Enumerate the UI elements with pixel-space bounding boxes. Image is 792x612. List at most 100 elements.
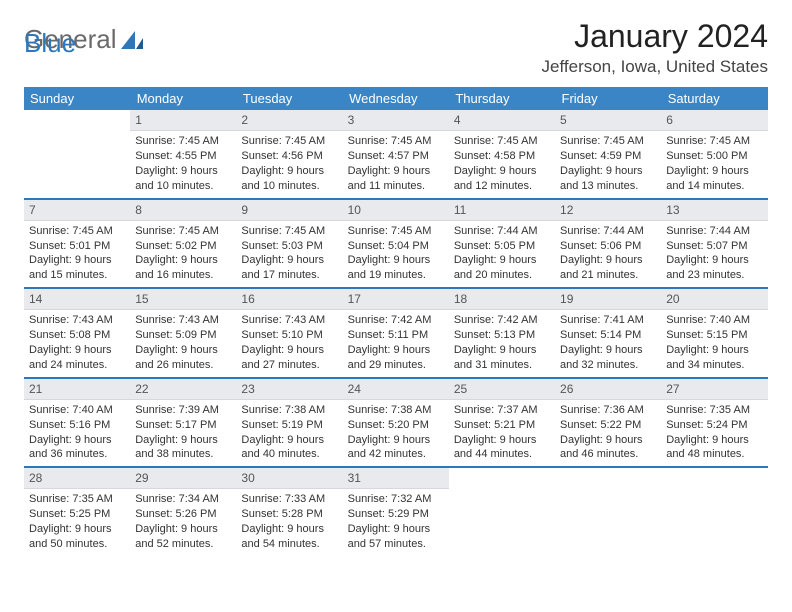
daylight-line: Daylight: 9 hours and 36 minutes. (29, 433, 125, 463)
day-number: 13 (661, 200, 767, 221)
calendar-cell: 8Sunrise: 7:45 AMSunset: 5:02 PMDaylight… (130, 199, 236, 289)
day-number: 25 (449, 379, 555, 400)
sunset-line: Sunset: 5:20 PM (348, 418, 444, 433)
day-content: Sunrise: 7:34 AMSunset: 5:26 PMDaylight:… (130, 489, 236, 555)
calendar-row: 21Sunrise: 7:40 AMSunset: 5:16 PMDayligh… (24, 378, 768, 468)
sunrise-line: Sunrise: 7:45 AM (135, 134, 231, 149)
day-content: Sunrise: 7:41 AMSunset: 5:14 PMDaylight:… (555, 310, 661, 376)
calendar-cell: 21Sunrise: 7:40 AMSunset: 5:16 PMDayligh… (24, 378, 130, 468)
calendar-cell: 1Sunrise: 7:45 AMSunset: 4:55 PMDaylight… (130, 110, 236, 199)
day-number: 2 (236, 110, 342, 131)
calendar-cell: 23Sunrise: 7:38 AMSunset: 5:19 PMDayligh… (236, 378, 342, 468)
day-content: Sunrise: 7:38 AMSunset: 5:20 PMDaylight:… (343, 400, 449, 466)
daylight-line: Daylight: 9 hours and 29 minutes. (348, 343, 444, 373)
sunset-line: Sunset: 5:00 PM (666, 149, 762, 164)
sunrise-line: Sunrise: 7:45 AM (348, 224, 444, 239)
calendar-cell: 19Sunrise: 7:41 AMSunset: 5:14 PMDayligh… (555, 288, 661, 378)
day-number: 10 (343, 200, 449, 221)
daylight-line: Daylight: 9 hours and 15 minutes. (29, 253, 125, 283)
day-number: 12 (555, 200, 661, 221)
calendar-cell: 27Sunrise: 7:35 AMSunset: 5:24 PMDayligh… (661, 378, 767, 468)
calendar-cell-empty (24, 110, 130, 199)
weekday-row: SundayMondayTuesdayWednesdayThursdayFrid… (24, 87, 768, 110)
brand-sail-icon (119, 29, 145, 51)
sunset-line: Sunset: 5:26 PM (135, 507, 231, 522)
brand-word2: Blue (24, 28, 76, 58)
sunset-line: Sunset: 4:58 PM (454, 149, 550, 164)
day-number: 29 (130, 468, 236, 489)
day-number: 22 (130, 379, 236, 400)
sunrise-line: Sunrise: 7:45 AM (666, 134, 762, 149)
sunrise-line: Sunrise: 7:45 AM (241, 134, 337, 149)
sunrise-line: Sunrise: 7:33 AM (241, 492, 337, 507)
day-content: Sunrise: 7:38 AMSunset: 5:19 PMDaylight:… (236, 400, 342, 466)
sunset-line: Sunset: 5:09 PM (135, 328, 231, 343)
sunrise-line: Sunrise: 7:44 AM (666, 224, 762, 239)
sunrise-line: Sunrise: 7:32 AM (348, 492, 444, 507)
sunset-line: Sunset: 5:06 PM (560, 239, 656, 254)
sunset-line: Sunset: 4:59 PM (560, 149, 656, 164)
sunrise-line: Sunrise: 7:42 AM (454, 313, 550, 328)
sunrise-line: Sunrise: 7:45 AM (29, 224, 125, 239)
sunset-line: Sunset: 5:05 PM (454, 239, 550, 254)
daylight-line: Daylight: 9 hours and 46 minutes. (560, 433, 656, 463)
weekday-header: Sunday (24, 87, 130, 110)
day-number: 16 (236, 289, 342, 310)
calendar-body: 1Sunrise: 7:45 AMSunset: 4:55 PMDaylight… (24, 110, 768, 556)
day-content: Sunrise: 7:32 AMSunset: 5:29 PMDaylight:… (343, 489, 449, 555)
sunrise-line: Sunrise: 7:38 AM (241, 403, 337, 418)
daylight-line: Daylight: 9 hours and 13 minutes. (560, 164, 656, 194)
sunrise-line: Sunrise: 7:38 AM (348, 403, 444, 418)
daylight-line: Daylight: 9 hours and 10 minutes. (135, 164, 231, 194)
weekday-header: Saturday (661, 87, 767, 110)
calendar-cell: 16Sunrise: 7:43 AMSunset: 5:10 PMDayligh… (236, 288, 342, 378)
calendar-cell: 28Sunrise: 7:35 AMSunset: 5:25 PMDayligh… (24, 467, 130, 556)
sunrise-line: Sunrise: 7:45 AM (135, 224, 231, 239)
sunrise-line: Sunrise: 7:43 AM (135, 313, 231, 328)
sunrise-line: Sunrise: 7:44 AM (560, 224, 656, 239)
daylight-line: Daylight: 9 hours and 57 minutes. (348, 522, 444, 552)
day-number: 24 (343, 379, 449, 400)
day-number: 3 (343, 110, 449, 131)
calendar-cell: 7Sunrise: 7:45 AMSunset: 5:01 PMDaylight… (24, 199, 130, 289)
day-content: Sunrise: 7:36 AMSunset: 5:22 PMDaylight:… (555, 400, 661, 466)
day-number: 30 (236, 468, 342, 489)
location: Jefferson, Iowa, United States (542, 57, 768, 77)
sunset-line: Sunset: 5:01 PM (29, 239, 125, 254)
day-number: 27 (661, 379, 767, 400)
day-content: Sunrise: 7:45 AMSunset: 5:01 PMDaylight:… (24, 221, 130, 287)
day-content: Sunrise: 7:45 AMSunset: 4:59 PMDaylight:… (555, 131, 661, 197)
calendar-cell-empty (555, 467, 661, 556)
day-number: 19 (555, 289, 661, 310)
sunset-line: Sunset: 5:25 PM (29, 507, 125, 522)
sunrise-line: Sunrise: 7:42 AM (348, 313, 444, 328)
daylight-line: Daylight: 9 hours and 32 minutes. (560, 343, 656, 373)
sunset-line: Sunset: 5:02 PM (135, 239, 231, 254)
daylight-line: Daylight: 9 hours and 21 minutes. (560, 253, 656, 283)
day-content: Sunrise: 7:44 AMSunset: 5:07 PMDaylight:… (661, 221, 767, 287)
calendar-table: SundayMondayTuesdayWednesdayThursdayFrid… (24, 87, 768, 556)
day-content: Sunrise: 7:37 AMSunset: 5:21 PMDaylight:… (449, 400, 555, 466)
sunrise-line: Sunrise: 7:41 AM (560, 313, 656, 328)
calendar-row: 1Sunrise: 7:45 AMSunset: 4:55 PMDaylight… (24, 110, 768, 199)
day-content: Sunrise: 7:45 AMSunset: 4:57 PMDaylight:… (343, 131, 449, 197)
sunrise-line: Sunrise: 7:40 AM (666, 313, 762, 328)
day-content: Sunrise: 7:35 AMSunset: 5:25 PMDaylight:… (24, 489, 130, 555)
header: General January 2024 Jefferson, Iowa, Un… (24, 18, 768, 77)
sunset-line: Sunset: 5:07 PM (666, 239, 762, 254)
sunset-line: Sunset: 5:13 PM (454, 328, 550, 343)
day-content: Sunrise: 7:40 AMSunset: 5:15 PMDaylight:… (661, 310, 767, 376)
calendar-row: 28Sunrise: 7:35 AMSunset: 5:25 PMDayligh… (24, 467, 768, 556)
calendar-cell: 17Sunrise: 7:42 AMSunset: 5:11 PMDayligh… (343, 288, 449, 378)
weekday-header: Friday (555, 87, 661, 110)
day-content: Sunrise: 7:35 AMSunset: 5:24 PMDaylight:… (661, 400, 767, 466)
day-number: 5 (555, 110, 661, 131)
daylight-line: Daylight: 9 hours and 20 minutes. (454, 253, 550, 283)
calendar-cell: 18Sunrise: 7:42 AMSunset: 5:13 PMDayligh… (449, 288, 555, 378)
daylight-line: Daylight: 9 hours and 38 minutes. (135, 433, 231, 463)
calendar-cell: 3Sunrise: 7:45 AMSunset: 4:57 PMDaylight… (343, 110, 449, 199)
calendar-cell: 30Sunrise: 7:33 AMSunset: 5:28 PMDayligh… (236, 467, 342, 556)
calendar-cell: 9Sunrise: 7:45 AMSunset: 5:03 PMDaylight… (236, 199, 342, 289)
calendar-cell: 15Sunrise: 7:43 AMSunset: 5:09 PMDayligh… (130, 288, 236, 378)
calendar-row: 14Sunrise: 7:43 AMSunset: 5:08 PMDayligh… (24, 288, 768, 378)
